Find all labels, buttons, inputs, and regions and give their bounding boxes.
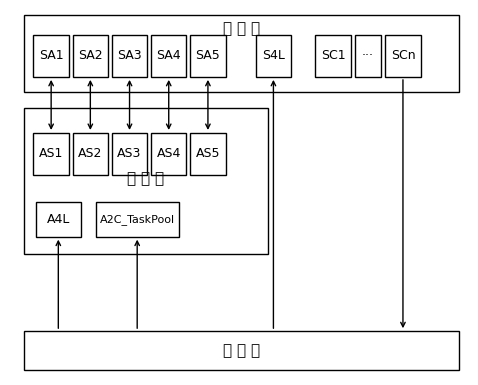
Bar xyxy=(24,108,268,254)
Text: SA3: SA3 xyxy=(117,49,142,62)
Text: 代 理 端: 代 理 端 xyxy=(127,172,164,186)
Bar xyxy=(151,35,186,77)
Bar xyxy=(24,331,459,370)
Text: AS1: AS1 xyxy=(39,147,63,161)
Text: A2C_TaskPool: A2C_TaskPool xyxy=(100,214,175,225)
Text: AS5: AS5 xyxy=(196,147,220,161)
Text: 客 户 端: 客 户 端 xyxy=(223,343,260,358)
Text: SCn: SCn xyxy=(391,49,415,62)
Text: S4L: S4L xyxy=(262,49,285,62)
Text: 服 务 端: 服 务 端 xyxy=(223,21,260,36)
Text: AS2: AS2 xyxy=(78,147,102,161)
Text: SA4: SA4 xyxy=(156,49,181,62)
Bar xyxy=(33,133,69,175)
Bar xyxy=(385,35,421,77)
Bar xyxy=(190,133,226,175)
Bar xyxy=(96,202,179,237)
Bar xyxy=(24,15,459,92)
Text: A4L: A4L xyxy=(47,213,70,226)
Text: SC1: SC1 xyxy=(321,49,346,62)
Bar xyxy=(190,35,226,77)
Text: AS3: AS3 xyxy=(118,147,141,161)
Bar xyxy=(315,35,351,77)
Bar xyxy=(151,133,186,175)
Text: SA2: SA2 xyxy=(78,49,103,62)
Bar xyxy=(33,35,69,77)
Bar xyxy=(355,35,381,77)
Text: SA5: SA5 xyxy=(196,49,220,62)
Bar xyxy=(112,133,147,175)
Bar xyxy=(256,35,291,77)
Text: SA1: SA1 xyxy=(39,49,64,62)
Bar xyxy=(112,35,147,77)
Bar xyxy=(73,133,108,175)
Text: AS4: AS4 xyxy=(157,147,181,161)
Text: ···: ··· xyxy=(362,49,374,62)
Bar xyxy=(36,202,81,237)
Bar xyxy=(73,35,108,77)
